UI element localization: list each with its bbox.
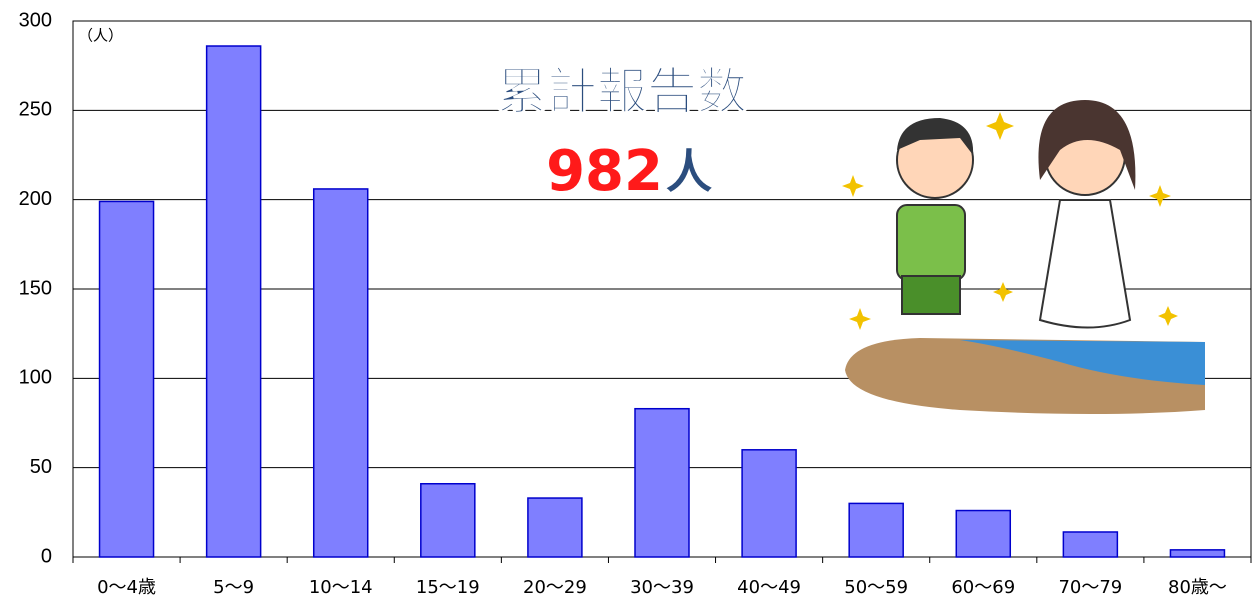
bar (207, 46, 261, 557)
y-tick-label: 150 (19, 277, 52, 299)
bar (635, 409, 689, 557)
total-count: 982 (546, 139, 663, 204)
bar (849, 503, 903, 557)
bar (314, 189, 368, 557)
total-unit: 人 (666, 145, 712, 199)
y-tick-label: 0 (41, 545, 52, 567)
boy-shorts (902, 276, 960, 314)
x-tick-label: 70～79 (1058, 577, 1122, 598)
boy-shirt (897, 205, 965, 280)
y-tick-label: 200 (19, 188, 52, 210)
illustration (842, 100, 1205, 414)
y-tick-label: 100 (19, 367, 52, 389)
x-tick-label: 60～69 (951, 577, 1015, 598)
chart-title: 累計報告数 (497, 63, 747, 121)
bar (1170, 550, 1224, 557)
x-tick-label: 30～39 (630, 577, 694, 598)
x-tick-label: 20～29 (523, 577, 587, 598)
y-tick-label: 50 (30, 456, 52, 478)
unit-label: （人） (78, 27, 123, 45)
bar (421, 484, 475, 557)
y-tick-label: 250 (19, 99, 52, 121)
x-tick-label: 40～49 (737, 577, 801, 598)
x-tick-label: 50～59 (844, 577, 908, 598)
bar (956, 511, 1010, 557)
x-tick-label: 80歳～ (1168, 577, 1227, 598)
bar (100, 201, 154, 557)
girl-dress (1040, 200, 1130, 328)
x-tick-label: 15～19 (416, 577, 480, 598)
y-tick-label: 300 (19, 9, 52, 31)
x-tick-label: 0～4歳 (97, 577, 156, 598)
chart: （人） 累計報告数 982 人 0 50 100 150 200 250 300 0～4歳 5～… (0, 0, 1254, 599)
bar (742, 450, 796, 557)
bar (1063, 532, 1117, 557)
x-tick-label: 10～14 (309, 577, 373, 598)
x-tick-label: 5～9 (213, 577, 254, 598)
bar (528, 498, 582, 557)
